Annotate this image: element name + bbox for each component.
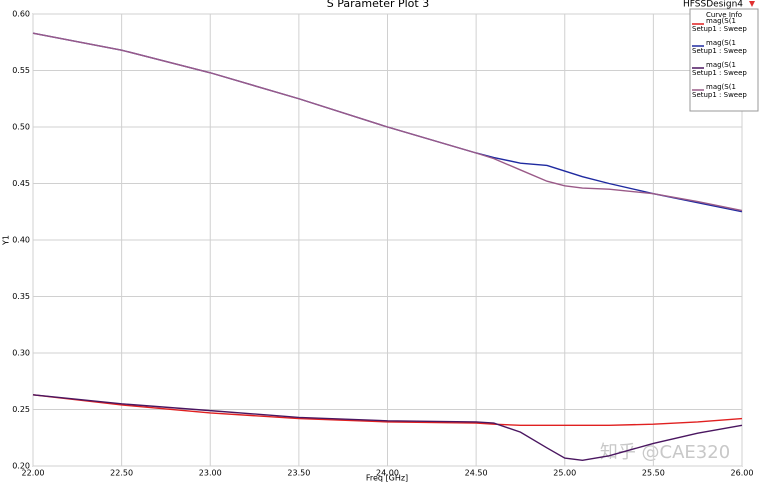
x-tick-label: 23.00 xyxy=(199,469,222,478)
legend-label: mag(S(1 xyxy=(706,61,736,69)
design-name: HFSSDesign4 xyxy=(683,0,743,10)
x-axis-label: Freq [GHz] xyxy=(366,474,408,483)
x-tick-label: 26.00 xyxy=(731,469,754,478)
legend-setup: Setup1 : Sweep xyxy=(692,47,747,55)
x-tick-label: 22.00 xyxy=(22,469,45,478)
legend-setup: Setup1 : Sweep xyxy=(692,25,747,33)
x-tick-label: 24.50 xyxy=(465,469,488,478)
legend-setup: Setup1 : Sweep xyxy=(692,91,747,99)
legend-label: mag(S(1 xyxy=(706,39,736,47)
chart-title: S Parameter Plot 3 xyxy=(327,0,429,10)
x-tick-label: 22.50 xyxy=(110,469,133,478)
y-tick-label: 0.60 xyxy=(12,10,30,19)
y-tick-label: 0.45 xyxy=(12,179,30,188)
x-tick-label: 25.00 xyxy=(553,469,576,478)
y-tick-label: 0.50 xyxy=(12,123,30,132)
y-tick-label: 0.55 xyxy=(12,66,30,75)
y-tick-label: 0.40 xyxy=(12,236,30,245)
series-line xyxy=(32,394,743,462)
design-icon xyxy=(749,1,755,7)
legend-title: Curve Info xyxy=(706,11,742,19)
y-tick-label: 0.25 xyxy=(12,405,30,414)
x-tick-label: 23.50 xyxy=(287,469,310,478)
y-tick-label: 0.30 xyxy=(12,349,30,358)
x-tick-label: 24.00 xyxy=(376,469,399,478)
watermark: 知乎 @CAE320 xyxy=(600,442,730,463)
x-tick-label: 25.50 xyxy=(642,469,665,478)
series-line xyxy=(32,32,743,212)
y-axis-label: Y1 xyxy=(2,235,11,246)
legend-label: mag(S(1 xyxy=(706,83,736,91)
legend xyxy=(689,8,759,112)
y-tick-label: 0.35 xyxy=(12,292,30,301)
y-tick-label: 0.20 xyxy=(12,462,30,471)
legend-setup: Setup1 : Sweep xyxy=(692,69,747,77)
legend-label: mag(S(1 xyxy=(706,17,736,25)
series-line xyxy=(32,394,743,427)
